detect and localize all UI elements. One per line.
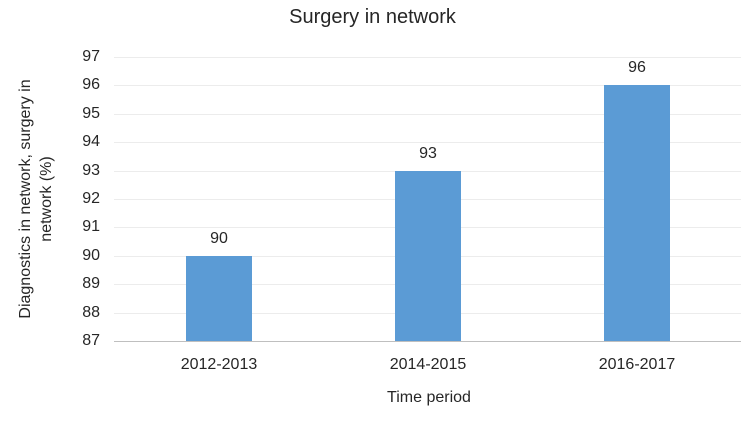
x-axis-line: [114, 341, 741, 342]
y-tick-label: 93: [82, 162, 100, 179]
y-tick-label: 90: [82, 247, 100, 264]
y-tick-label: 97: [82, 48, 100, 65]
chart-title: Surgery in network: [289, 6, 456, 28]
gridline: [114, 57, 741, 58]
gridline: [114, 85, 741, 86]
y-tick-label: 91: [82, 218, 100, 235]
y-axis-title-line1: Diagnostics in network, surgery in: [17, 79, 34, 319]
y-tick-label: 87: [82, 332, 100, 349]
bar-2014-2015: [395, 171, 461, 341]
x-axis-title: Time period: [387, 389, 471, 406]
gridline: [114, 142, 741, 143]
y-tick-label: 92: [82, 190, 100, 207]
x-tick-label: 2012-2013: [180, 356, 258, 373]
y-tick-label: 89: [82, 275, 100, 292]
gridline: [114, 114, 741, 115]
bar-value-label: 93: [419, 145, 437, 162]
bar-value-label: 90: [210, 230, 228, 247]
y-tick-label: 94: [82, 133, 100, 150]
x-tick-label: 2016-2017: [598, 356, 676, 373]
x-tick-label: 2014-2015: [389, 356, 467, 373]
bar-2012-2013: [186, 256, 252, 341]
y-tick-label: 88: [82, 304, 100, 321]
y-tick-label: 96: [82, 76, 100, 93]
y-tick-label: 95: [82, 105, 100, 122]
bar-value-label: 96: [628, 59, 646, 76]
bar-2016-2017: [604, 85, 670, 341]
